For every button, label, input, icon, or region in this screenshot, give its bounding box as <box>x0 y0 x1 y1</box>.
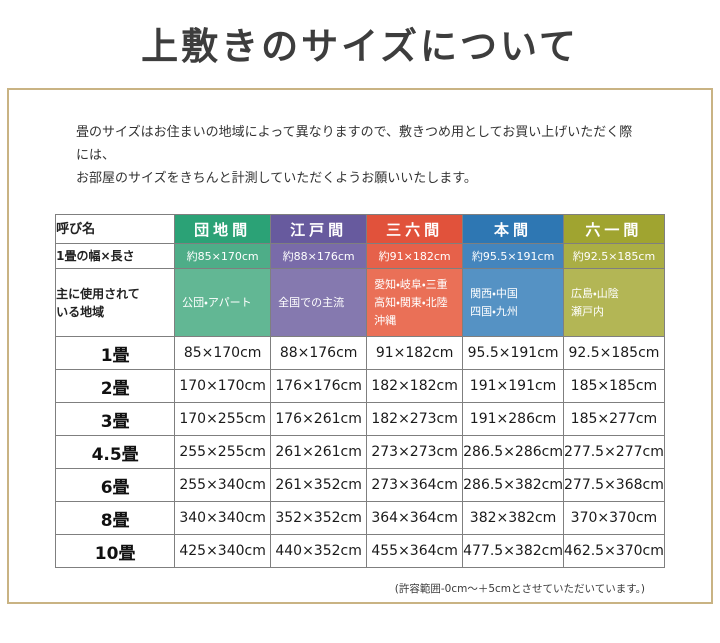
size-row-2jo: 2畳 170×170cm 176×176cm 182×182cm 191×191… <box>55 369 665 404</box>
size-value-cell: 182×273cm <box>366 402 464 437</box>
size-value-cell: 462.5×370cm <box>563 534 665 569</box>
size-value-cell: 382×382cm <box>462 501 564 536</box>
size-value-cell: 91×182cm <box>366 336 464 371</box>
size-value-cell: 273×364cm <box>366 468 464 503</box>
size-value-cell: 364×364cm <box>366 501 464 536</box>
region-cell: 全国での主流 <box>270 268 368 338</box>
region-cell: 公団・アパート <box>174 268 272 338</box>
size-row-label: 8畳 <box>55 501 176 536</box>
size-value-cell: 88×176cm <box>270 336 368 371</box>
size-value-cell: 440×352cm <box>270 534 368 569</box>
region-row: 主に使用されて いる地域 公団・アパート 全国での主流 愛知・岐阜・三重 高知・… <box>55 268 665 338</box>
size-value-cell: 191×286cm <box>462 402 564 437</box>
size-row-label: 1畳 <box>55 336 176 371</box>
size-value-cell: 261×261cm <box>270 435 368 470</box>
size-value-cell: 255×255cm <box>174 435 272 470</box>
region-line: 公団・アパート <box>182 295 252 309</box>
size-value-cell: 277.5×277cm <box>563 435 665 470</box>
region-line: 沖縄 <box>374 313 397 327</box>
size-value-cell: 273×273cm <box>366 435 464 470</box>
region-cell: 愛知・岐阜・三重 高知・関東・北陸 沖縄 <box>366 268 464 338</box>
size-value-cell: 185×277cm <box>563 402 665 437</box>
size-row-4-5jo: 4.5畳 255×255cm 261×261cm 273×273cm 286.5… <box>55 435 665 470</box>
region-line: 関西・中国 <box>470 286 518 300</box>
region-header-line-2: いる地域 <box>56 304 105 319</box>
size-value-cell: 425×340cm <box>174 534 272 569</box>
size-value-cell: 477.5×382cm <box>462 534 564 569</box>
width-value-cell: 約88×176cm <box>270 243 368 270</box>
size-value-cell: 340×340cm <box>174 501 272 536</box>
size-row-1jo: 1畳 85×170cm 88×176cm 91×182cm 95.5×191cm… <box>55 336 665 371</box>
width-value-cell: 約91×182cm <box>366 243 464 270</box>
size-value-cell: 170×255cm <box>174 402 272 437</box>
size-row-3jo: 3畳 170×255cm 176×261cm 182×273cm 191×286… <box>55 402 665 437</box>
size-row-label: 10畳 <box>55 534 176 569</box>
region-line: 瀬戸内 <box>571 304 604 318</box>
region-line: 全国での主流 <box>278 295 345 309</box>
region-cell: 広島・山陰 瀬戸内 <box>563 268 665 338</box>
intro-text: 畳のサイズはお住まいの地域によって異なりますので、敷きつめ用としてお買い上げいた… <box>76 122 644 190</box>
region-line: 四国・九州 <box>470 304 518 318</box>
column-header-danchima: 団地間 <box>174 214 272 245</box>
size-value-cell: 286.5×286cm <box>462 435 564 470</box>
column-header-honma: 本間 <box>462 214 564 245</box>
tolerance-footnote: (許容範囲-0cm〜＋5cmとさせていただいています。) <box>394 583 645 596</box>
intro-line-1: 畳のサイズはお住まいの地域によって異なりますので、敷きつめ用としてお買い上げいた… <box>76 125 633 163</box>
size-value-cell: 176×261cm <box>270 402 368 437</box>
row-header-region: 主に使用されて いる地域 <box>55 268 176 338</box>
size-value-cell: 277.5×368cm <box>563 468 665 503</box>
size-value-cell: 370×370cm <box>563 501 665 536</box>
width-length-row: 1畳の幅×長さ 約85×170cm 約88×176cm 約91×182cm 約9… <box>55 243 665 270</box>
region-line: 愛知・岐阜・三重 <box>374 277 448 291</box>
size-row-10jo: 10畳 425×340cm 440×352cm 455×364cm 477.5×… <box>55 534 665 569</box>
size-value-cell: 352×352cm <box>270 501 368 536</box>
width-value-cell: 約92.5×185cm <box>563 243 665 270</box>
size-value-cell: 85×170cm <box>174 336 272 371</box>
size-value-cell: 261×352cm <box>270 468 368 503</box>
tatami-size-table: 呼び名 団地間 江戸間 三六間 本間 六一間 1畳の幅×長さ 約85×170cm… <box>55 214 665 569</box>
size-value-cell: 191×191cm <box>462 369 564 404</box>
table-header-row: 呼び名 団地間 江戸間 三六間 本間 六一間 <box>55 214 665 245</box>
size-value-cell: 182×182cm <box>366 369 464 404</box>
content-frame: 畳のサイズはお住まいの地域によって異なりますので、敷きつめ用としてお買い上げいた… <box>7 88 713 605</box>
size-row-6jo: 6畳 255×340cm 261×352cm 273×364cm 286.5×3… <box>55 468 665 503</box>
size-value-cell: 95.5×191cm <box>462 336 564 371</box>
region-line: 高知・関東・北陸 <box>374 295 448 309</box>
column-header-edoma: 江戸間 <box>270 214 368 245</box>
region-cell: 関西・中国 四国・九州 <box>462 268 564 338</box>
size-row-label: 3畳 <box>55 402 176 437</box>
size-row-8jo: 8畳 340×340cm 352×352cm 364×364cm 382×382… <box>55 501 665 536</box>
page-title: 上敷きのサイズについて <box>141 24 579 68</box>
column-header-rokuichima: 六一間 <box>563 214 665 245</box>
size-value-cell: 255×340cm <box>174 468 272 503</box>
size-row-label: 6畳 <box>55 468 176 503</box>
size-value-cell: 455×364cm <box>366 534 464 569</box>
size-value-cell: 170×170cm <box>174 369 272 404</box>
row-header-width-length: 1畳の幅×長さ <box>55 243 176 270</box>
region-line: 広島・山陰 <box>571 286 619 300</box>
intro-line-2: お部屋のサイズをきちんと計測していただくようお願いいたします。 <box>76 170 477 186</box>
size-value-cell: 286.5×382cm <box>462 468 564 503</box>
column-header-sanrokuma: 三六間 <box>366 214 464 245</box>
region-header-line-1: 主に使用されて <box>56 286 140 301</box>
size-value-cell: 185×185cm <box>563 369 665 404</box>
row-header-name: 呼び名 <box>55 214 176 245</box>
size-value-cell: 92.5×185cm <box>563 336 665 371</box>
size-value-cell: 176×176cm <box>270 369 368 404</box>
size-row-label: 2畳 <box>55 369 176 404</box>
width-value-cell: 約85×170cm <box>174 243 272 270</box>
size-row-label: 4.5畳 <box>55 435 176 470</box>
width-value-cell: 約95.5×191cm <box>462 243 564 270</box>
